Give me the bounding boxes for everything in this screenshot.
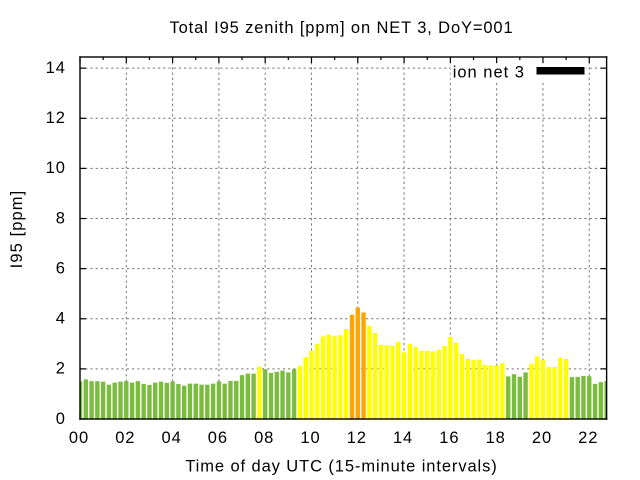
svg-text:18: 18 — [486, 429, 506, 447]
svg-text:00: 00 — [69, 429, 89, 447]
svg-text:04: 04 — [162, 429, 182, 447]
svg-text:4: 4 — [56, 310, 66, 328]
svg-text:12: 12 — [347, 429, 367, 447]
svg-text:Total I95 zenith [ppm] on NET: Total I95 zenith [ppm] on NET 3, DoY=001 — [169, 19, 513, 37]
svg-text:06: 06 — [208, 429, 228, 447]
svg-text:14: 14 — [393, 429, 413, 447]
svg-text:02: 02 — [115, 429, 135, 447]
svg-text:10: 10 — [46, 159, 66, 177]
svg-text:2: 2 — [56, 360, 66, 378]
svg-text:08: 08 — [254, 429, 274, 447]
svg-text:6: 6 — [56, 259, 66, 277]
svg-text:12: 12 — [46, 109, 66, 127]
svg-text:ion net 3: ion net 3 — [453, 64, 525, 82]
svg-text:I95 [ppm]: I95 [ppm] — [8, 190, 26, 269]
svg-text:0: 0 — [56, 410, 66, 428]
svg-text:Time of day UTC (15-minute int: Time of day UTC (15-minute intervals) — [185, 457, 497, 475]
svg-text:14: 14 — [46, 59, 66, 77]
svg-text:10: 10 — [300, 429, 320, 447]
svg-text:16: 16 — [439, 429, 459, 447]
svg-text:20: 20 — [532, 429, 552, 447]
svg-text:22: 22 — [578, 429, 598, 447]
svg-text:8: 8 — [56, 209, 66, 227]
